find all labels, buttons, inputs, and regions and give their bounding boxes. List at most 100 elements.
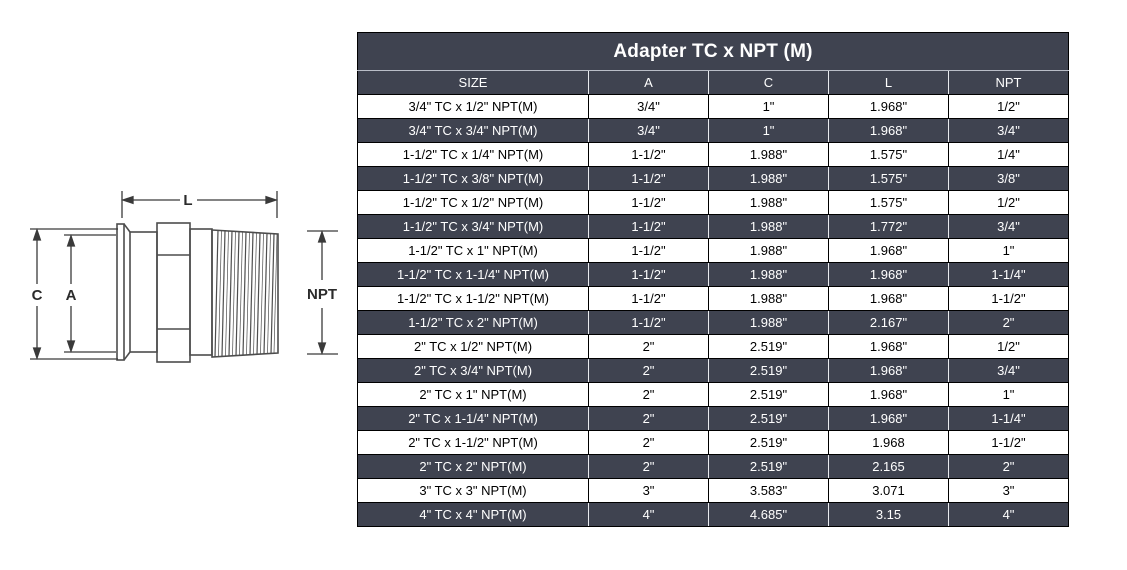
table-row: 1-1/2" TC x 1/4" NPT(M) 1-1/2" 1.988" 1.… — [357, 142, 1069, 167]
cell-l: 1.968" — [828, 118, 949, 143]
table-row: 1-1/2" TC x 2" NPT(M) 1-1/2" 1.988" 2.16… — [357, 310, 1069, 335]
cell-c: 1.988" — [708, 238, 829, 263]
cell-l: 1.968 — [828, 430, 949, 455]
cell-size: 1-1/2" TC x 1-1/4" NPT(M) — [357, 262, 589, 287]
cell-l: 1.968" — [828, 286, 949, 311]
cell-a: 3" — [588, 478, 709, 503]
table-row: 4" TC x 4" NPT(M) 4" 4.685" 3.15 4" — [357, 502, 1069, 527]
table-title-row: Adapter TC x NPT (M) — [357, 32, 1069, 71]
table-row: 3" TC x 3" NPT(M) 3" 3.583" 3.071 3" — [357, 478, 1069, 503]
cell-npt: 1" — [948, 238, 1069, 263]
column-header-l: L — [828, 70, 949, 95]
cell-npt: 1/2" — [948, 94, 1069, 119]
cell-a: 2" — [588, 334, 709, 359]
table-row: 3/4" TC x 1/2" NPT(M) 3/4" 1" 1.968" 1/2… — [357, 94, 1069, 119]
cell-a: 1-1/2" — [588, 238, 709, 263]
cell-a: 1-1/2" — [588, 166, 709, 191]
table-header-row: SIZE A C L NPT — [357, 70, 1069, 95]
cell-l: 2.165 — [828, 454, 949, 479]
cell-l: 1.575" — [828, 142, 949, 167]
cell-c: 1" — [708, 94, 829, 119]
table-row: 2" TC x 1-1/4" NPT(M) 2" 2.519" 1.968" 1… — [357, 406, 1069, 431]
cell-l: 1.968" — [828, 406, 949, 431]
cell-l: 1.575" — [828, 190, 949, 215]
cell-l: 1.968" — [828, 358, 949, 383]
dim-label-C: C — [32, 287, 43, 304]
cell-size: 2" TC x 1/2" NPT(M) — [357, 334, 589, 359]
cell-a: 2" — [588, 454, 709, 479]
cell-npt: 3/4" — [948, 358, 1069, 383]
cell-c: 4.685" — [708, 502, 829, 527]
dim-L — [120, 191, 279, 218]
cell-l: 1.575" — [828, 166, 949, 191]
cell-a: 4" — [588, 502, 709, 527]
cell-size: 1-1/2" TC x 1" NPT(M) — [357, 238, 589, 263]
cell-a: 3/4" — [588, 118, 709, 143]
cell-size: 1-1/2" TC x 3/4" NPT(M) — [357, 214, 589, 239]
column-header-npt: NPT — [948, 70, 1069, 95]
cell-l: 1.968" — [828, 382, 949, 407]
cell-size: 1-1/2" TC x 2" NPT(M) — [357, 310, 589, 335]
dim-label-L: L — [183, 192, 192, 209]
cell-c: 2.519" — [708, 382, 829, 407]
cell-size: 2" TC x 3/4" NPT(M) — [357, 358, 589, 383]
cell-l: 1.772" — [828, 214, 949, 239]
cell-a: 1-1/2" — [588, 262, 709, 287]
dim-label-A: A — [66, 287, 77, 304]
cell-npt: 1-1/4" — [948, 406, 1069, 431]
cell-size: 4" TC x 4" NPT(M) — [357, 502, 589, 527]
table-row: 1-1/2" TC x 3/8" NPT(M) 1-1/2" 1.988" 1.… — [357, 166, 1069, 191]
cell-npt: 1" — [948, 382, 1069, 407]
cell-npt: 3" — [948, 478, 1069, 503]
fitting-outline — [116, 222, 279, 363]
column-header-a: A — [588, 70, 709, 95]
cell-size: 1-1/2" TC x 3/8" NPT(M) — [357, 166, 589, 191]
spec-table-container: Adapter TC x NPT (M) SIZE A C L NPT 3/4"… — [357, 32, 1069, 527]
table-row: 1-1/2" TC x 1" NPT(M) 1-1/2" 1.988" 1.96… — [357, 238, 1069, 263]
cell-c: 2.519" — [708, 454, 829, 479]
table-row: 2" TC x 1" NPT(M) 2" 2.519" 1.968" 1" — [357, 382, 1069, 407]
table-row: 3/4" TC x 3/4" NPT(M) 3/4" 1" 1.968" 3/4… — [357, 118, 1069, 143]
cell-size: 1-1/2" TC x 1/2" NPT(M) — [357, 190, 589, 215]
cell-a: 3/4" — [588, 94, 709, 119]
cell-npt: 3/4" — [948, 214, 1069, 239]
cell-c: 1.988" — [708, 214, 829, 239]
table-title: Adapter TC x NPT (M) — [357, 32, 1069, 71]
spec-table: Adapter TC x NPT (M) SIZE A C L NPT 3/4"… — [357, 32, 1069, 527]
table-row: 2" TC x 3/4" NPT(M) 2" 2.519" 1.968" 3/4… — [357, 358, 1069, 383]
cell-c: 1.988" — [708, 310, 829, 335]
thread-hatching-fine — [218, 229, 278, 358]
cell-l: 1.968" — [828, 94, 949, 119]
cell-c: 2.519" — [708, 430, 829, 455]
cell-l: 2.167" — [828, 310, 949, 335]
cell-c: 1.988" — [708, 262, 829, 287]
dim-label-NPT: NPT — [307, 286, 337, 303]
cell-c: 1" — [708, 118, 829, 143]
table-row: 2" TC x 2" NPT(M) 2" 2.519" 2.165 2" — [357, 454, 1069, 479]
cell-l: 1.968" — [828, 334, 949, 359]
table-row: 2" TC x 1-1/2" NPT(M) 2" 2.519" 1.968 1-… — [357, 430, 1069, 455]
cell-a: 1-1/2" — [588, 286, 709, 311]
cell-npt: 4" — [948, 502, 1069, 527]
cell-a: 2" — [588, 430, 709, 455]
cell-size: 1-1/2" TC x 1/4" NPT(M) — [357, 142, 589, 167]
table-row: 1-1/2" TC x 3/4" NPT(M) 1-1/2" 1.988" 1.… — [357, 214, 1069, 239]
cell-size: 2" TC x 1-1/2" NPT(M) — [357, 430, 589, 455]
table-body: 3/4" TC x 1/2" NPT(M) 3/4" 1" 1.968" 1/2… — [357, 94, 1069, 527]
dim-A — [64, 233, 116, 354]
cell-a: 1-1/2" — [588, 142, 709, 167]
cell-npt: 1-1/2" — [948, 286, 1069, 311]
cell-npt: 1-1/2" — [948, 430, 1069, 455]
cell-size: 3/4" TC x 3/4" NPT(M) — [357, 118, 589, 143]
column-header-size: SIZE — [357, 70, 589, 95]
cell-c: 1.988" — [708, 190, 829, 215]
cell-c: 1.988" — [708, 142, 829, 167]
cell-npt: 2" — [948, 310, 1069, 335]
cell-c: 2.519" — [708, 334, 829, 359]
cell-npt: 1/4" — [948, 142, 1069, 167]
cell-a: 2" — [588, 382, 709, 407]
cell-size: 2" TC x 1-1/4" NPT(M) — [357, 406, 589, 431]
cell-c: 3.583" — [708, 478, 829, 503]
cell-npt: 1-1/4" — [948, 262, 1069, 287]
